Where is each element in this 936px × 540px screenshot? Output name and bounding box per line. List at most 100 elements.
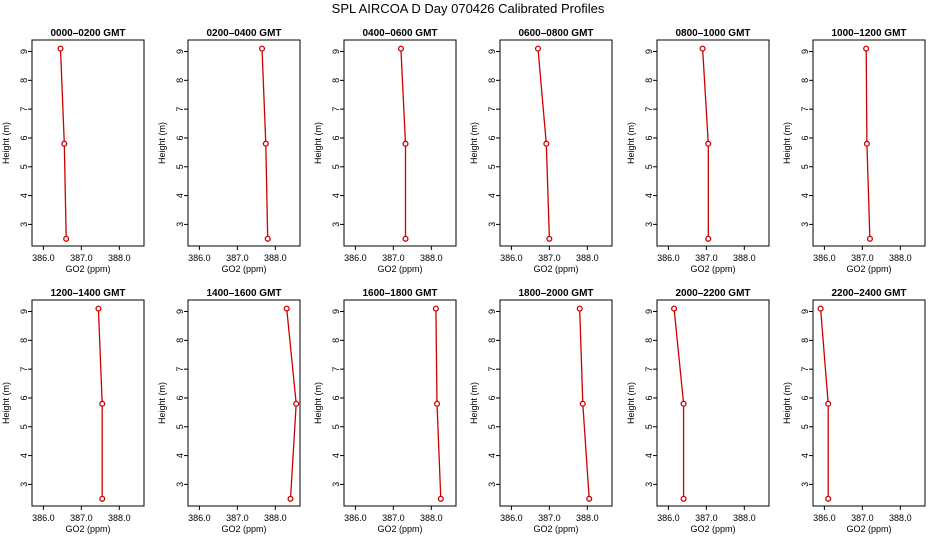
y-tick-label: 9 <box>19 309 29 314</box>
y-tick-label: 8 <box>800 338 810 343</box>
x-tick-label: 388.0 <box>889 253 912 263</box>
data-point <box>680 495 687 502</box>
y-tick-label: 3 <box>175 222 185 227</box>
data-point <box>863 45 870 52</box>
x-axis-label: GO2 (ppm) <box>690 524 735 534</box>
data-point <box>433 400 441 407</box>
y-tick-label: 5 <box>19 424 29 429</box>
x-axis-label: GO2 (ppm) <box>846 264 891 274</box>
y-tick-label: 4 <box>644 453 654 458</box>
y-tick-label: 9 <box>175 309 185 314</box>
panel-11: 2200–2400 GMT 386.0 387.0 388.0 3 4 5 6 7 8 9 GO2 (… <box>782 288 926 534</box>
y-tick-label: 7 <box>19 107 29 112</box>
data-point <box>576 305 583 312</box>
y-tick-label: 3 <box>644 222 654 227</box>
x-tick-label: 386.0 <box>344 513 367 523</box>
y-tick-label: 8 <box>175 78 185 83</box>
panel-6: 1200–1400 GMT 386.0 387.0 388.0 3 4 5 6 7 8 9 GO2 (… <box>1 288 145 534</box>
x-tick-label: 386.0 <box>813 513 836 523</box>
y-tick-label: 5 <box>331 164 341 169</box>
y-tick-label: 9 <box>800 49 810 54</box>
y-tick-label: 7 <box>19 367 29 372</box>
panel-9: 1800–2000 GMT 386.0 387.0 388.0 3 4 5 6 7 8 9 GO2 (… <box>469 288 613 534</box>
panel-title: 0200–0400 GMT <box>206 28 281 39</box>
x-tick-label: 387.0 <box>70 253 93 263</box>
y-axis-label: Height (m) <box>626 382 636 424</box>
x-tick-label: 386.0 <box>500 253 523 263</box>
data-point <box>95 305 102 312</box>
data-point <box>287 495 294 502</box>
y-tick-label: 3 <box>800 482 810 487</box>
panel-0: 0000–0200 GMT 386.0 387.0 388.0 3 4 5 6 7 8 9 GO2 (… <box>1 28 145 274</box>
data-point <box>534 45 542 52</box>
y-tick-label: 4 <box>487 193 497 198</box>
x-tick-label: 388.0 <box>108 253 131 263</box>
x-tick-label: 387.0 <box>538 513 561 523</box>
panel-7: 1400–1600 GMT 386.0 387.0 388.0 3 4 5 6 7 8 9 GO2 (… <box>157 288 301 534</box>
y-tick-label: 6 <box>175 395 185 400</box>
x-tick-label: 388.0 <box>420 253 443 263</box>
y-axis-label: Height (m) <box>782 122 792 164</box>
y-tick-label: 7 <box>800 107 810 112</box>
data-point <box>99 400 106 407</box>
x-tick-label: 386.0 <box>657 253 680 263</box>
y-tick-label: 3 <box>19 222 29 227</box>
data-point <box>863 140 870 147</box>
panel-title: 0600–0800 GMT <box>518 28 593 39</box>
y-tick-label: 6 <box>644 395 654 400</box>
panel-2: 0400–0600 GMT 386.0 387.0 388.0 3 4 5 6 7 8 9 GO2 (… <box>313 28 457 274</box>
x-tick-label: 388.0 <box>576 253 599 263</box>
y-tick-label: 6 <box>175 135 185 140</box>
data-point <box>866 235 873 242</box>
y-tick-label: 5 <box>800 424 810 429</box>
y-tick-label: 7 <box>644 107 654 112</box>
plot-frame <box>812 39 926 247</box>
y-tick-label: 7 <box>331 367 341 372</box>
y-tick-label: 3 <box>19 482 29 487</box>
y-tick-label: 7 <box>487 107 497 112</box>
y-tick-label: 5 <box>644 424 654 429</box>
y-tick-label: 3 <box>331 222 341 227</box>
panel-title: 0800–1000 GMT <box>675 28 750 39</box>
y-tick-label: 8 <box>487 78 497 83</box>
y-tick-label: 5 <box>19 164 29 169</box>
y-tick-label: 7 <box>175 107 185 112</box>
x-axis-label: GO2 (ppm) <box>377 264 422 274</box>
y-tick-label: 8 <box>331 78 341 83</box>
data-point <box>437 495 444 502</box>
panel-title: 2000–2200 GMT <box>675 288 750 299</box>
x-axis-label: GO2 (ppm) <box>377 524 422 534</box>
x-tick-label: 386.0 <box>657 513 680 523</box>
y-tick-label: 6 <box>644 135 654 140</box>
y-tick-label: 8 <box>19 78 29 83</box>
y-tick-label: 3 <box>644 482 654 487</box>
y-axis-label: Height (m) <box>157 122 167 164</box>
y-tick-label: 8 <box>800 78 810 83</box>
y-axis-label: Height (m) <box>313 122 323 164</box>
x-tick-label: 387.0 <box>382 253 405 263</box>
y-tick-label: 6 <box>331 135 341 140</box>
y-tick-label: 8 <box>487 338 497 343</box>
panel-title: 1400–1600 GMT <box>206 288 281 299</box>
y-tick-label: 3 <box>175 482 185 487</box>
y-tick-label: 6 <box>331 395 341 400</box>
y-tick-label: 9 <box>487 309 497 314</box>
data-point <box>283 305 290 312</box>
y-tick-label: 5 <box>487 424 497 429</box>
y-tick-label: 6 <box>487 135 497 140</box>
y-tick-label: 4 <box>487 453 497 458</box>
y-tick-label: 4 <box>800 453 810 458</box>
y-tick-label: 4 <box>644 193 654 198</box>
data-point <box>699 45 706 52</box>
plot-frame <box>656 39 770 247</box>
y-tick-label: 6 <box>19 395 29 400</box>
data-point <box>99 495 106 502</box>
y-tick-label: 5 <box>175 164 185 169</box>
y-tick-label: 9 <box>331 309 341 314</box>
x-tick-label: 386.0 <box>500 513 523 523</box>
x-tick-label: 386.0 <box>188 513 211 523</box>
data-point <box>543 140 550 147</box>
y-tick-label: 8 <box>644 78 654 83</box>
panel-title: 1000–1200 GMT <box>831 28 906 39</box>
x-tick-label: 387.0 <box>382 513 405 523</box>
